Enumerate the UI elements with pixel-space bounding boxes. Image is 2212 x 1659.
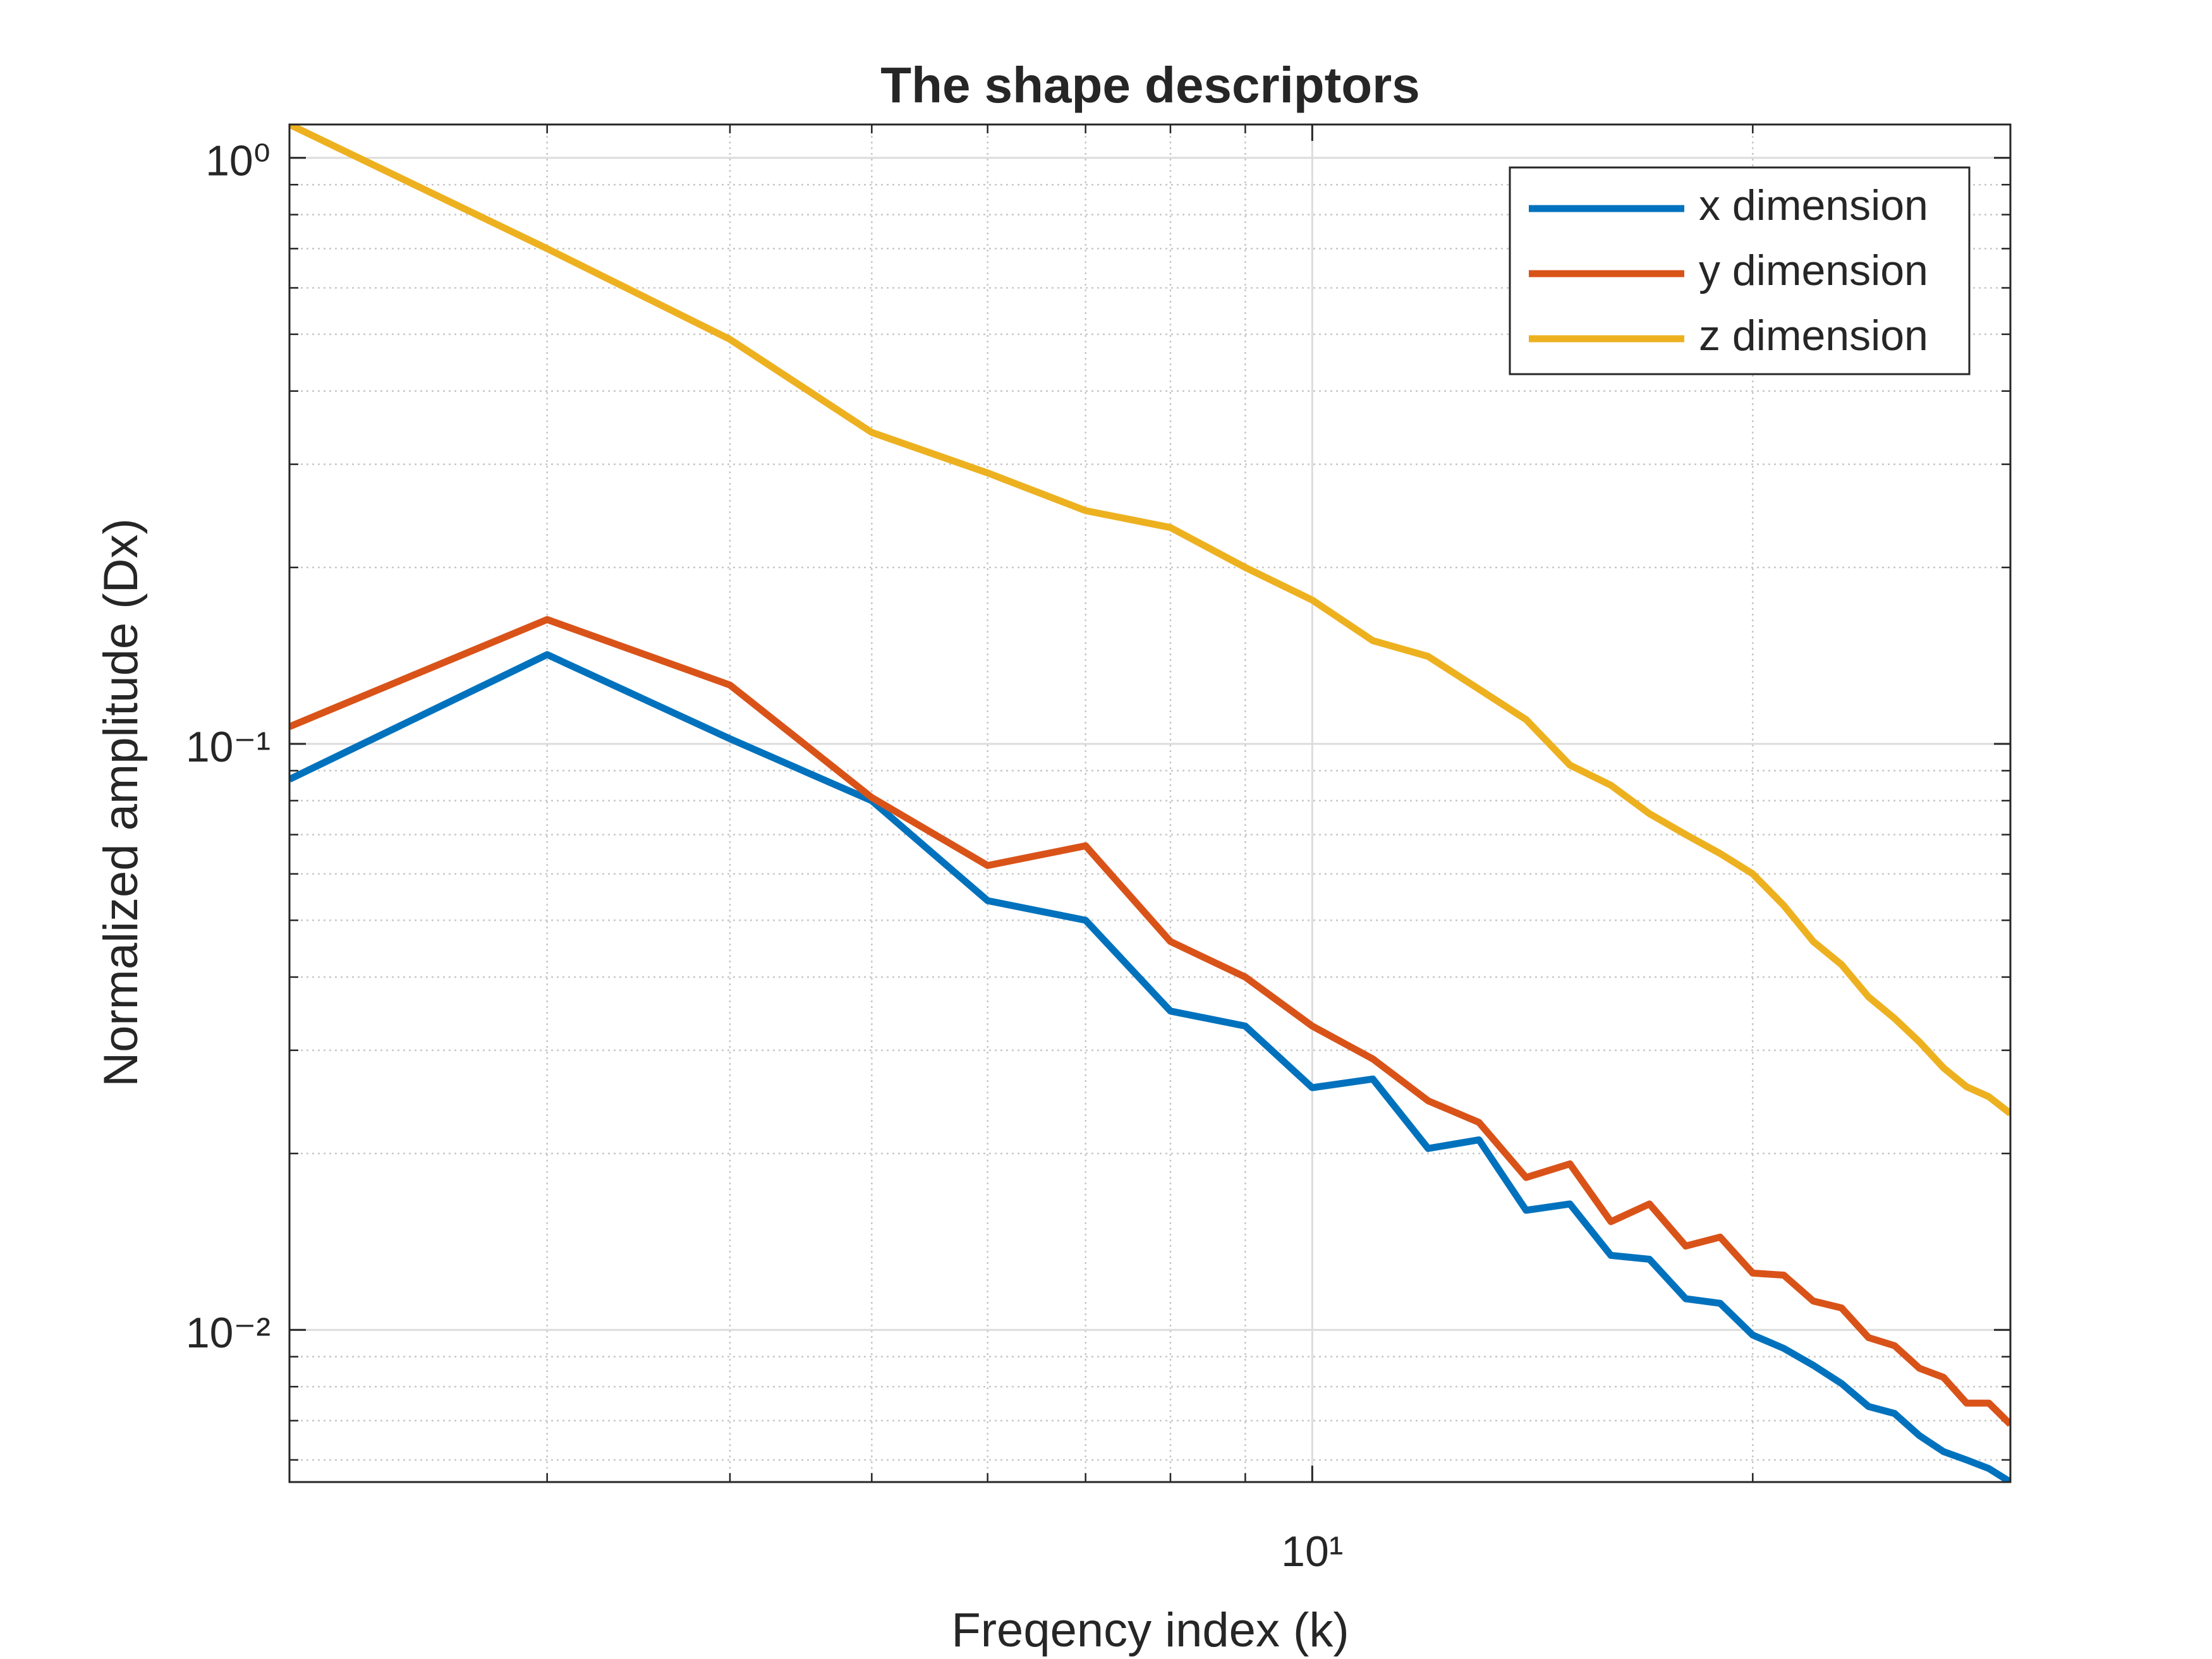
y-axis-label: Normalized amplitude (Dx) [94, 518, 148, 1087]
y-tick-label: 10⁰ [205, 137, 270, 185]
x-axis-label: Freqency index (k) [951, 1603, 1349, 1657]
x-tick-label: 10¹ [1281, 1528, 1343, 1576]
series-line [289, 125, 2010, 1117]
legend-label: z dimension [1699, 312, 1928, 360]
chart-title: The shape descriptors [880, 57, 1420, 113]
axes-box [288, 123, 2012, 1483]
series-line [289, 616, 2010, 1427]
y-tick-label: 10⁻² [186, 1309, 270, 1357]
legend-label: x dimension [1699, 181, 1928, 229]
y-tick-label: 10⁻¹ [186, 723, 270, 771]
series-line [289, 651, 2010, 1482]
legend-label: y dimension [1699, 246, 1928, 295]
